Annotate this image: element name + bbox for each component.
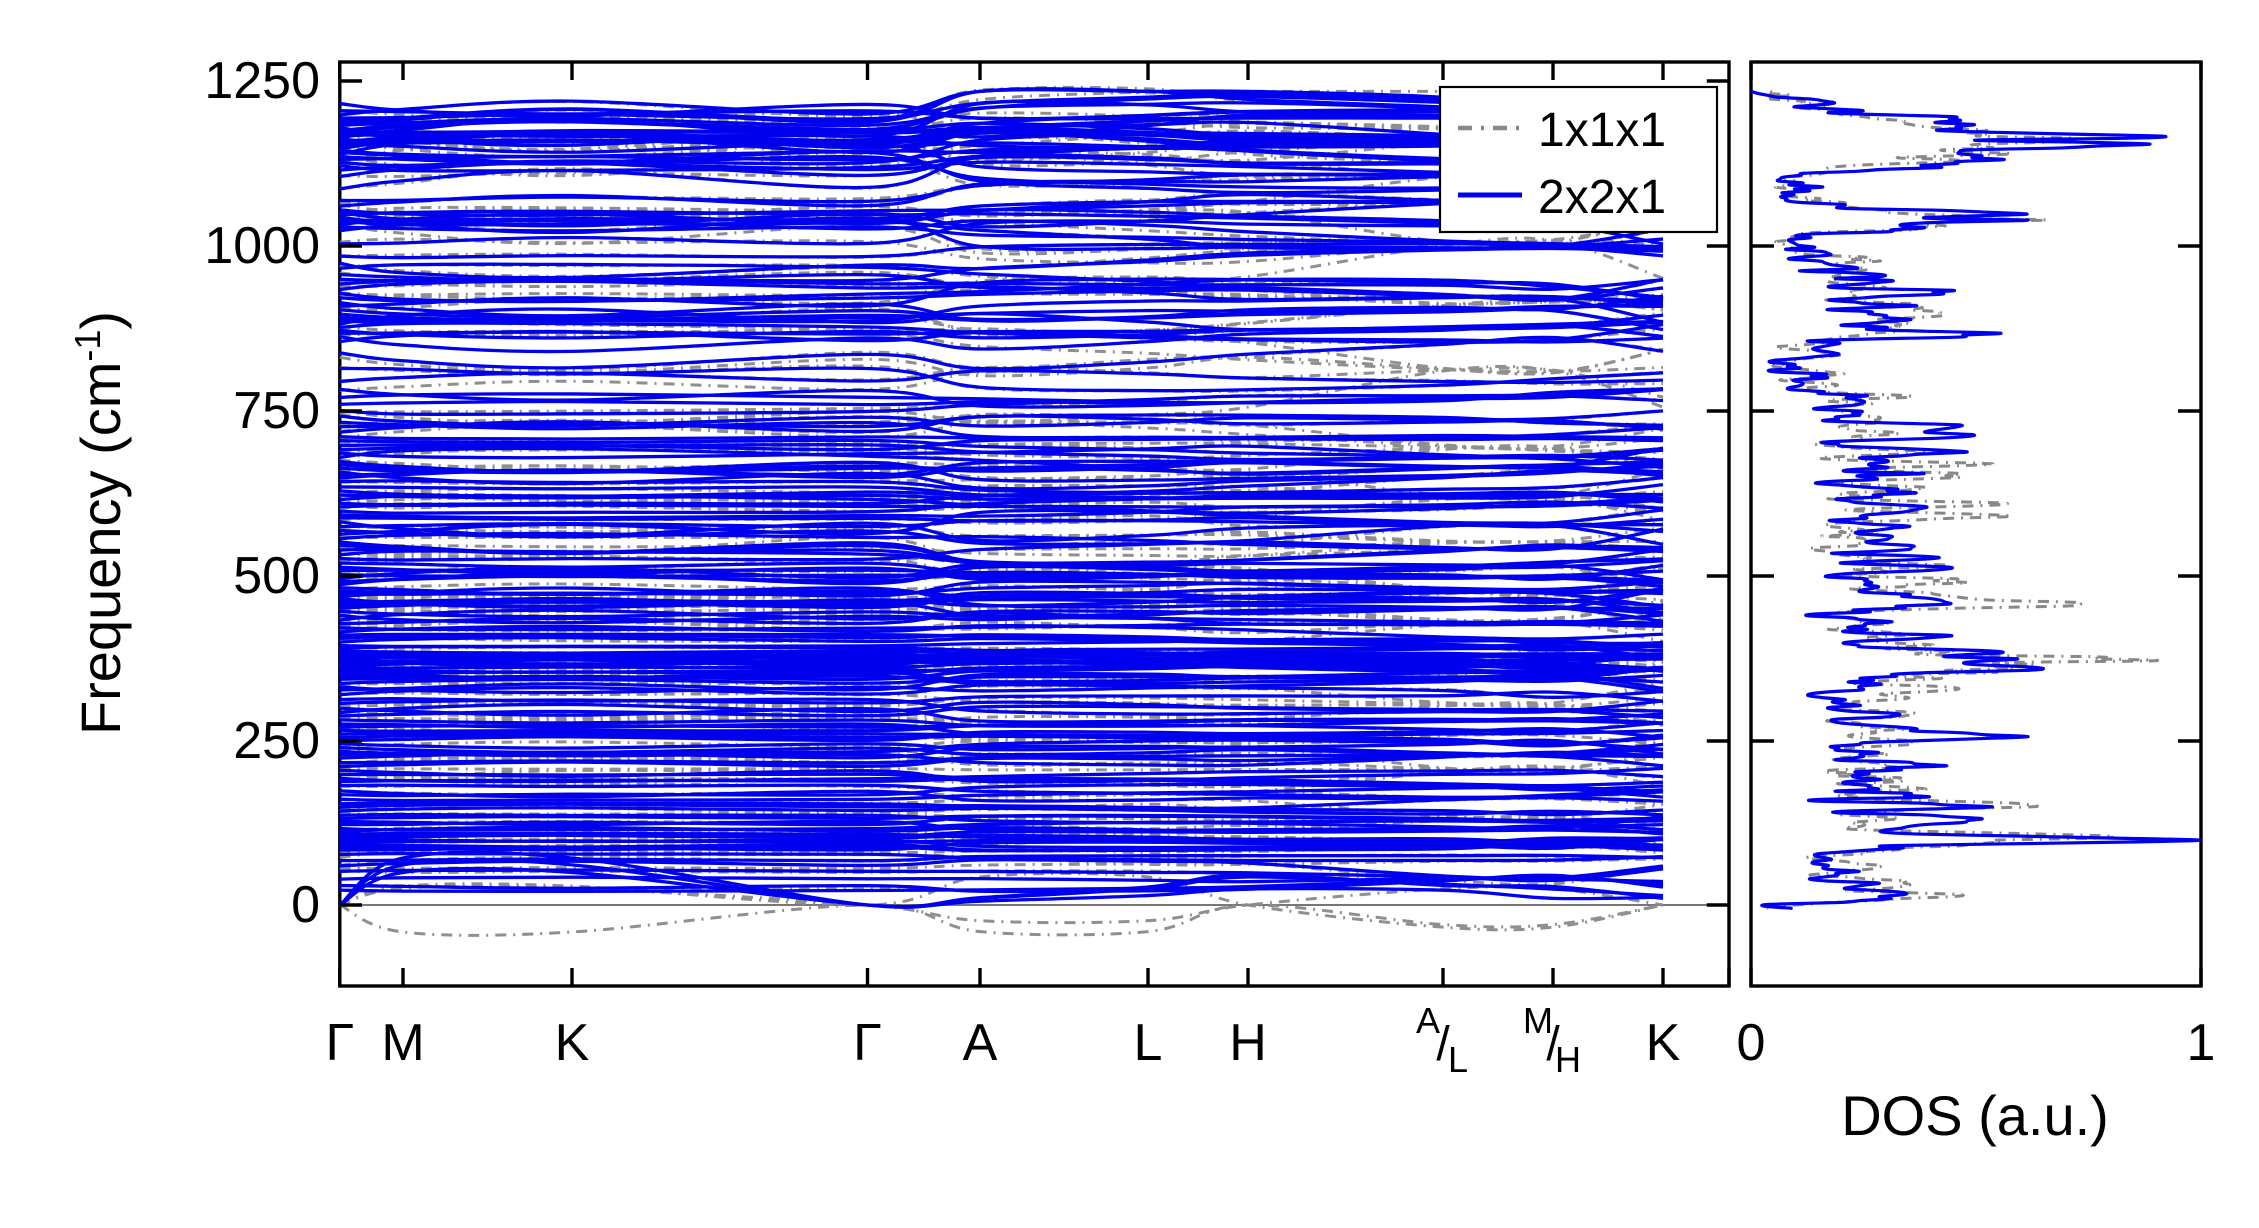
- svg-text:1x1x1: 1x1x1: [1538, 104, 1666, 157]
- svg-text:250: 250: [233, 712, 320, 770]
- svg-text:Γ: Γ: [853, 1014, 882, 1072]
- svg-text:0: 0: [1737, 1014, 1766, 1072]
- svg-text:1250: 1250: [204, 52, 320, 110]
- svg-text:750: 750: [233, 382, 320, 440]
- svg-text:DOS (a.u.): DOS (a.u.): [1841, 1084, 2109, 1147]
- svg-text:A: A: [963, 1014, 998, 1072]
- svg-text:L: L: [1448, 1039, 1468, 1080]
- svg-text:L: L: [1134, 1014, 1163, 1072]
- svg-text:0: 0: [291, 876, 320, 934]
- svg-text:Frequency (cm: Frequency (cm: [69, 362, 132, 735]
- svg-text:K: K: [555, 1014, 590, 1072]
- svg-text:): ): [69, 311, 132, 330]
- svg-text:500: 500: [233, 547, 320, 605]
- svg-text:-1: -1: [67, 330, 108, 362]
- svg-text:2x2x1: 2x2x1: [1538, 171, 1666, 224]
- svg-text:H: H: [1555, 1039, 1581, 1080]
- svg-text:K: K: [1646, 1014, 1681, 1072]
- svg-text:M: M: [381, 1014, 424, 1072]
- svg-text:Γ: Γ: [325, 1014, 354, 1072]
- svg-text:1: 1: [2187, 1014, 2216, 1072]
- svg-text:H: H: [1229, 1014, 1267, 1072]
- svg-text:1000: 1000: [204, 217, 320, 275]
